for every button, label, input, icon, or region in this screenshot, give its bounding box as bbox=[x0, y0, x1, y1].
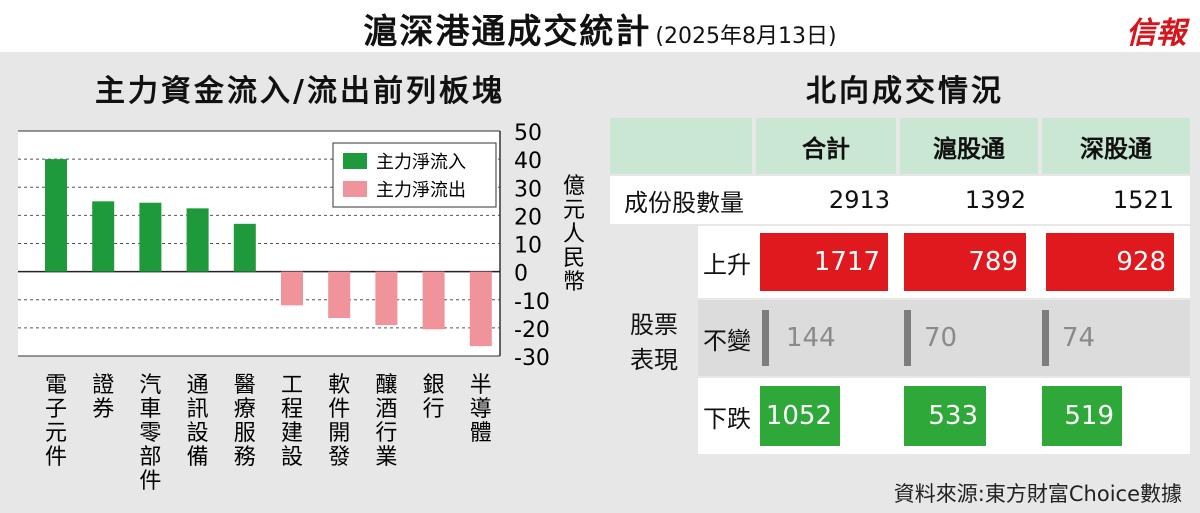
brand-logo: 信報 bbox=[1126, 16, 1186, 51]
legend-label-outflow: 主力淨流出 bbox=[376, 180, 466, 201]
legend-swatch-inflow bbox=[343, 153, 367, 169]
rise-shenzhen: 928 bbox=[1046, 233, 1174, 291]
y-tick-label: 50 bbox=[514, 121, 542, 146]
x-tick-label: 半導體 bbox=[470, 373, 492, 446]
flat-bar-total bbox=[762, 310, 769, 366]
x-tick-label: 通訊設備 bbox=[187, 373, 209, 470]
bar-半導體 bbox=[469, 271, 492, 347]
bar-銀行 bbox=[422, 271, 445, 330]
flat-row-bg bbox=[756, 300, 1190, 376]
header-total: 合計 bbox=[756, 118, 896, 174]
y-axis-label: 億元人民幣 bbox=[563, 174, 585, 295]
x-tick-label: 工程建設 bbox=[281, 373, 303, 470]
x-tick-label: 電子元件 bbox=[45, 373, 67, 470]
header-shanghai: 滬股通 bbox=[900, 118, 1038, 174]
bar-證券 bbox=[92, 201, 115, 272]
bar-汽車零部件 bbox=[139, 202, 162, 272]
fund-flow-chart: 50 40 30 20 10 0 -10 -20 -30 電子元件 證券 汽車零部件 通訊設備 醫療服務… bbox=[18, 121, 585, 494]
fall-total: 1052 bbox=[760, 386, 840, 446]
left-subtitle: 主力資金流入/流出前列板塊 bbox=[95, 74, 505, 109]
legend: 主力淨流入 主力淨流出 bbox=[332, 142, 497, 208]
bar-工程建設 bbox=[281, 271, 303, 306]
y-tick-label: -10 bbox=[514, 290, 550, 315]
bar-軟件開發 bbox=[328, 271, 351, 319]
flat-bar-shanghai bbox=[904, 310, 911, 366]
y-tick-label: -20 bbox=[514, 318, 550, 343]
source-note: 資料來源:東方財富Choice數據 bbox=[893, 482, 1182, 506]
x-tick-label: 證券 bbox=[92, 373, 114, 422]
row-label-rise: 上升 bbox=[698, 226, 756, 298]
table-corner bbox=[610, 118, 752, 174]
flat-shanghai: 70 bbox=[924, 323, 958, 353]
y-tick-label: 0 bbox=[514, 262, 528, 287]
count-row bbox=[610, 176, 1190, 224]
bar-醫療服務 bbox=[233, 223, 256, 272]
title-text: 滬深港通成交統計 bbox=[363, 12, 652, 52]
bar-通訊設備 bbox=[186, 208, 209, 272]
y-tick-label: 10 bbox=[514, 234, 542, 259]
flat-total: 144 bbox=[786, 323, 836, 353]
northbound-table: 合計 滬股通 深股通 成份股數量 2913 1392 1521 股票 表現 上升… bbox=[610, 118, 1190, 454]
group-label-line1: 股票 bbox=[630, 311, 678, 339]
bar-電子元件 bbox=[45, 159, 67, 272]
flat-shenzhen: 74 bbox=[1062, 323, 1096, 353]
fall-shanghai: 533 bbox=[904, 386, 986, 446]
right-subtitle: 北向成交情況 bbox=[806, 74, 1004, 109]
count-shenzhen: 1521 bbox=[1112, 186, 1174, 214]
x-tick-label: 醫療服務 bbox=[234, 373, 256, 470]
rise-shanghai: 789 bbox=[904, 233, 1026, 291]
x-tick-label: 軟件開發 bbox=[328, 373, 350, 470]
performance-group-label: 股票 表現 bbox=[610, 226, 698, 454]
y-tick-label: -30 bbox=[514, 346, 550, 371]
y-tick-label: 20 bbox=[514, 205, 542, 230]
legend-swatch-outflow bbox=[343, 181, 367, 197]
count-total: 2913 bbox=[828, 186, 890, 214]
legend-label-inflow: 主力淨流入 bbox=[376, 152, 466, 173]
row-label-fall: 下跌 bbox=[698, 378, 756, 454]
y-tick-label: 40 bbox=[514, 149, 542, 174]
row-label-flat: 不變 bbox=[698, 300, 756, 376]
x-tick-label: 銀行 bbox=[423, 373, 445, 422]
count-shanghai: 1392 bbox=[964, 186, 1026, 214]
count-label: 成份股數量 bbox=[624, 188, 744, 217]
y-tick-label: 30 bbox=[514, 177, 542, 202]
header-shenzhen: 深股通 bbox=[1042, 118, 1190, 174]
bar-釀酒行業 bbox=[375, 271, 398, 326]
title-date: (2025年8月13日) bbox=[655, 24, 837, 49]
fall-shenzhen: 519 bbox=[1042, 386, 1122, 446]
flat-bar-shenzhen bbox=[1042, 310, 1049, 366]
x-tick-label: 汽車零部件 bbox=[139, 373, 161, 494]
x-tick-label: 釀酒行業 bbox=[375, 373, 397, 470]
rise-total: 1717 bbox=[760, 233, 888, 291]
group-label-line2: 表現 bbox=[630, 346, 678, 374]
page-title: 滬深港通成交統計 (2025年8月13日) bbox=[0, 4, 1200, 53]
